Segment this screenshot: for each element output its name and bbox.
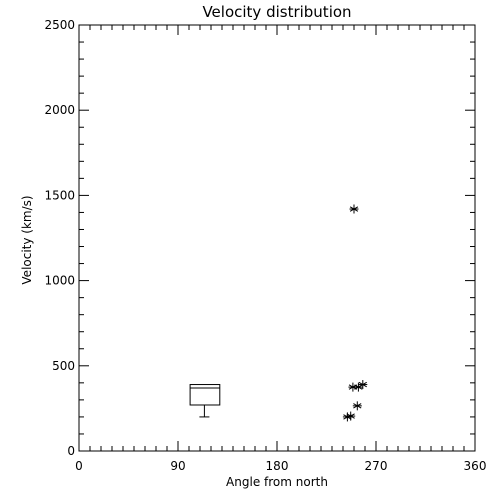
asterisk-marker bbox=[346, 411, 356, 421]
box-plot bbox=[189, 384, 221, 418]
x-tick-label: 0 bbox=[75, 459, 83, 473]
y-tick-label: 500 bbox=[52, 359, 75, 373]
x-tick-label: 360 bbox=[464, 459, 487, 473]
asterisk-marker bbox=[358, 380, 368, 390]
asterisk-marker bbox=[349, 204, 359, 214]
axis-tick-labels: 0 90 180 270 360 0 500 1000 1500 2000 2500 bbox=[44, 18, 486, 473]
data-points bbox=[342, 204, 368, 422]
y-tick-label: 0 bbox=[67, 444, 75, 458]
x-axis-label: Angle from north bbox=[226, 475, 328, 489]
y-tick-label: 2000 bbox=[44, 103, 75, 117]
x-tick-label: 90 bbox=[170, 459, 185, 473]
x-tick-label: 270 bbox=[365, 459, 388, 473]
y-axis-label: Velocity (km/s) bbox=[20, 195, 34, 284]
y-tick-label: 1500 bbox=[44, 188, 75, 202]
box-plot-box bbox=[189, 384, 221, 406]
asterisk-marker bbox=[352, 401, 362, 411]
x-tick-label: 180 bbox=[266, 459, 289, 473]
chart-title: Velocity distribution bbox=[202, 3, 351, 21]
axis-ticks bbox=[78, 24, 476, 452]
y-tick-label: 1000 bbox=[44, 274, 75, 288]
y-tick-label: 2500 bbox=[44, 18, 75, 32]
